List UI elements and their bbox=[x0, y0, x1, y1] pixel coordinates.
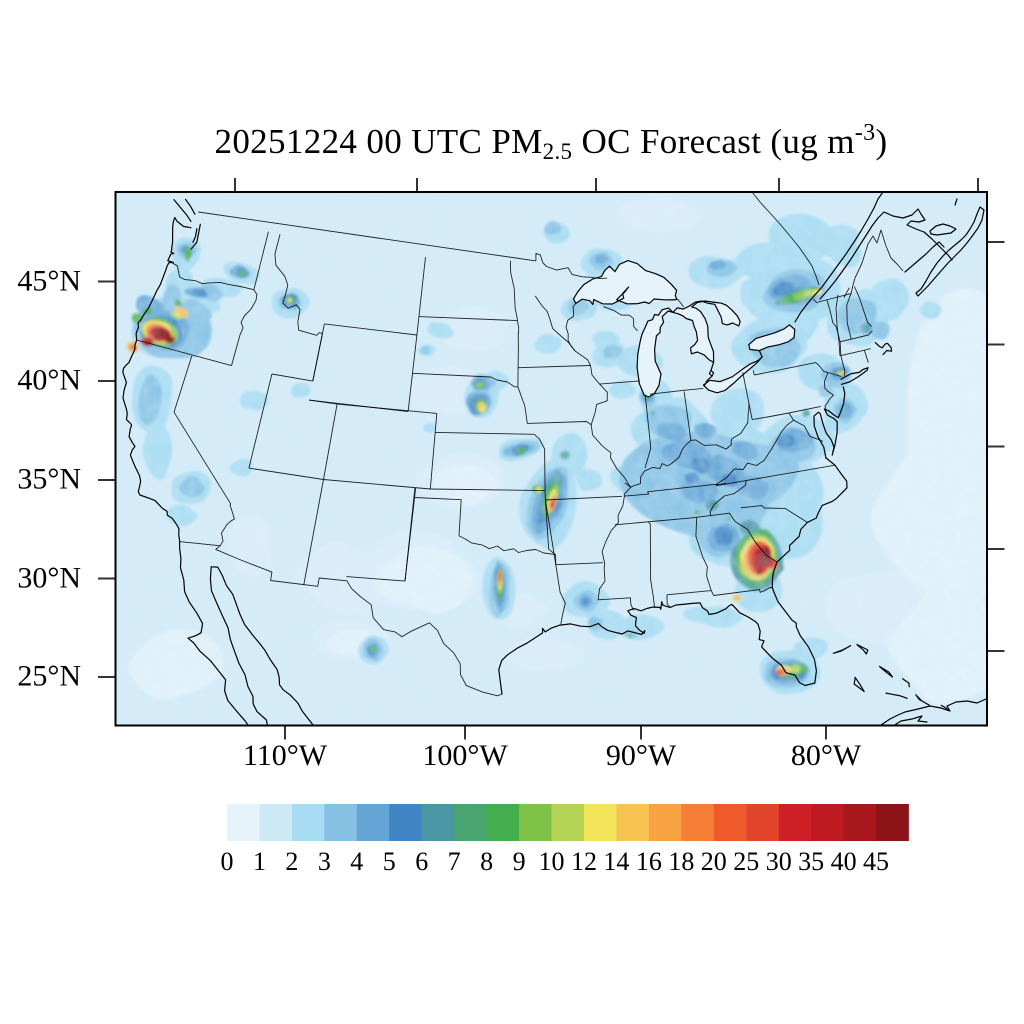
svg-text:18: 18 bbox=[668, 847, 694, 876]
svg-text:16: 16 bbox=[636, 847, 662, 876]
svg-text:1: 1 bbox=[253, 847, 266, 876]
svg-text:8: 8 bbox=[480, 847, 493, 876]
svg-text:35: 35 bbox=[798, 847, 824, 876]
svg-text:7: 7 bbox=[448, 847, 461, 876]
svg-text:5: 5 bbox=[383, 847, 396, 876]
svg-text:4: 4 bbox=[350, 847, 363, 876]
svg-text:45: 45 bbox=[863, 847, 889, 876]
svg-text:3: 3 bbox=[318, 847, 331, 876]
svg-text:10: 10 bbox=[539, 847, 565, 876]
svg-text:40: 40 bbox=[831, 847, 857, 876]
svg-text:14: 14 bbox=[603, 847, 629, 876]
svg-text:30: 30 bbox=[766, 847, 792, 876]
svg-text:20: 20 bbox=[701, 847, 727, 876]
svg-text:6: 6 bbox=[415, 847, 428, 876]
svg-text:9: 9 bbox=[513, 847, 526, 876]
svg-text:12: 12 bbox=[571, 847, 597, 876]
svg-text:0: 0 bbox=[221, 847, 234, 876]
svg-text:25: 25 bbox=[733, 847, 759, 876]
svg-text:2: 2 bbox=[285, 847, 298, 876]
